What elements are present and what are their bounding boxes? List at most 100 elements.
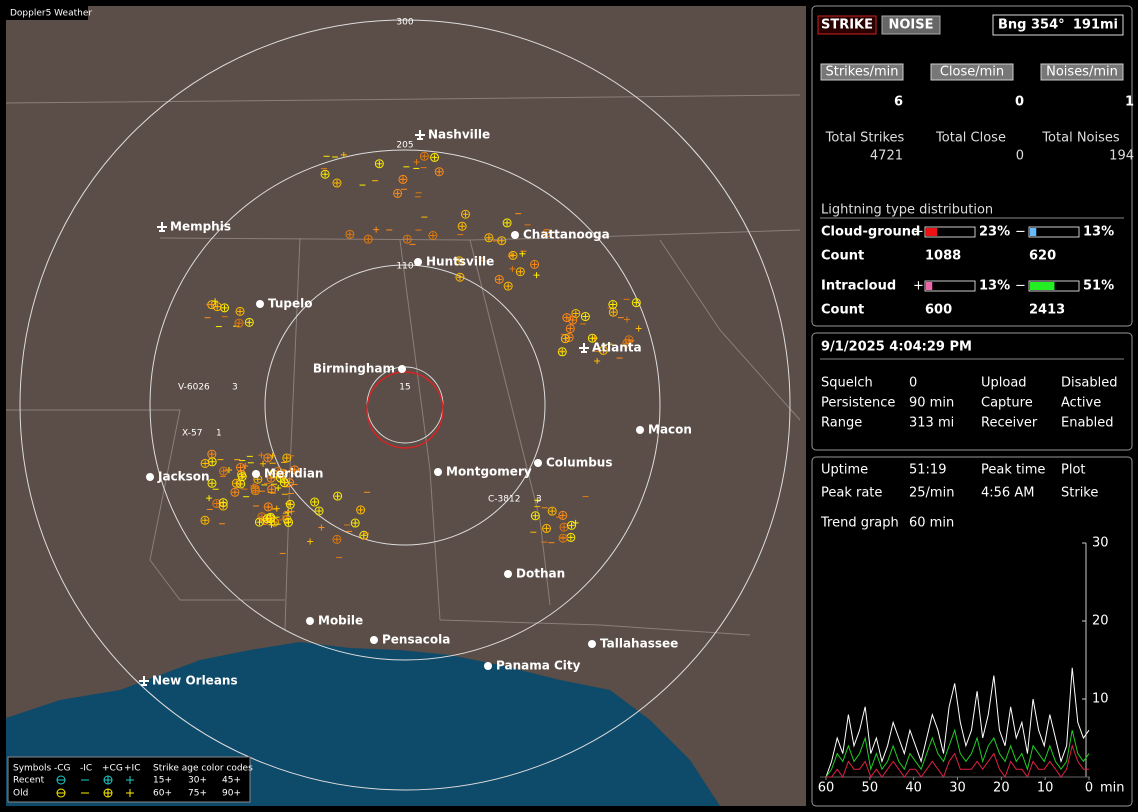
dist-name: Cloud-ground (821, 225, 920, 240)
strike (356, 505, 366, 515)
pct-bar (926, 282, 933, 290)
total-value: 194 (1109, 149, 1134, 164)
strike (399, 176, 406, 183)
strike (567, 534, 574, 541)
strike (239, 473, 246, 480)
strike (208, 480, 215, 487)
city-label: Huntsville (426, 255, 494, 269)
strike (206, 495, 213, 502)
strike (275, 484, 282, 491)
strike (307, 538, 314, 545)
city-label: Montgomery (446, 465, 532, 479)
setting: Range (821, 416, 862, 431)
strike (558, 510, 568, 520)
strike (428, 230, 438, 240)
total-value: 4721 (870, 149, 903, 164)
strike (314, 506, 324, 516)
strike (532, 512, 539, 519)
y-tick-label: 30 (1092, 536, 1109, 551)
storm-id: C-3812 (488, 495, 520, 505)
rate-button[interactable] (930, 63, 1014, 81)
strike (434, 167, 444, 177)
strike (237, 464, 244, 471)
pct-track (1028, 226, 1080, 238)
strike (454, 256, 464, 266)
rate-button[interactable] (1040, 63, 1124, 81)
storm-id: X-57 (182, 429, 202, 439)
rate-button-label: Strikes/min (825, 65, 898, 80)
strike (279, 478, 289, 488)
map-title: Doppler5 Weather (10, 9, 92, 19)
strike (572, 519, 579, 526)
total-label: Total Noises (1041, 131, 1120, 146)
datetime: 9/1/2025 4:04:29 PM (821, 340, 972, 355)
strike (559, 512, 566, 519)
strike (283, 454, 290, 461)
strike (350, 518, 360, 528)
bearing-box (992, 14, 1124, 36)
stat: Uptime (821, 463, 868, 478)
strike (456, 257, 463, 264)
strike (285, 519, 292, 526)
x-tick-label: 40 (905, 781, 922, 796)
count: 620 (1029, 249, 1056, 264)
strike (503, 281, 513, 291)
strike (608, 300, 618, 310)
range-label: 15 (399, 383, 410, 393)
title-bg (6, 6, 88, 20)
rate-value: 0 (1015, 95, 1024, 110)
strike (562, 335, 569, 342)
strike (568, 315, 578, 325)
strike (376, 160, 383, 167)
strike (213, 500, 220, 507)
strike (285, 499, 295, 509)
city-dot (511, 231, 519, 239)
airport-icon (157, 222, 167, 232)
strike (496, 276, 503, 283)
total-label: Total Close (935, 131, 1006, 146)
strikes (200, 151, 642, 558)
strike-button[interactable] (817, 15, 877, 35)
strike (609, 301, 616, 308)
city-label: Pensacola (382, 633, 450, 647)
dist-sign: + (913, 225, 924, 240)
strike (631, 298, 641, 308)
rate-button-label: Noises/min (1046, 65, 1118, 80)
strike (230, 487, 240, 497)
legend-symbol (103, 788, 113, 798)
strike (311, 499, 318, 506)
strike (484, 233, 494, 243)
strike (220, 468, 227, 475)
trend-span: 60 min (909, 516, 954, 531)
stat: Peak rate (821, 486, 882, 501)
strike (340, 151, 347, 158)
legend-symbols: Symbols (13, 764, 52, 774)
airport-icon (579, 343, 589, 353)
trend-line (826, 744, 1089, 779)
strike (334, 493, 341, 500)
stat: Plot (1061, 463, 1086, 478)
city-dot (306, 617, 314, 625)
rate-button[interactable] (820, 63, 904, 81)
setting: Capture (981, 396, 1033, 411)
city-dot (256, 300, 264, 308)
strike (610, 309, 617, 316)
bearing: Bng 354° (998, 18, 1065, 33)
strike (557, 347, 567, 357)
strike (504, 219, 511, 226)
strike (242, 462, 249, 469)
strike (580, 312, 590, 322)
noise-button[interactable] (881, 15, 941, 35)
pct-label: 13% (1083, 225, 1114, 240)
strike (207, 478, 217, 488)
strike (519, 250, 526, 257)
strike (266, 473, 276, 483)
strike (393, 188, 403, 198)
strike (212, 499, 222, 509)
strike (413, 159, 420, 166)
city-dot (252, 470, 260, 478)
strike (559, 348, 566, 355)
strike (429, 232, 436, 239)
strike (455, 272, 465, 282)
